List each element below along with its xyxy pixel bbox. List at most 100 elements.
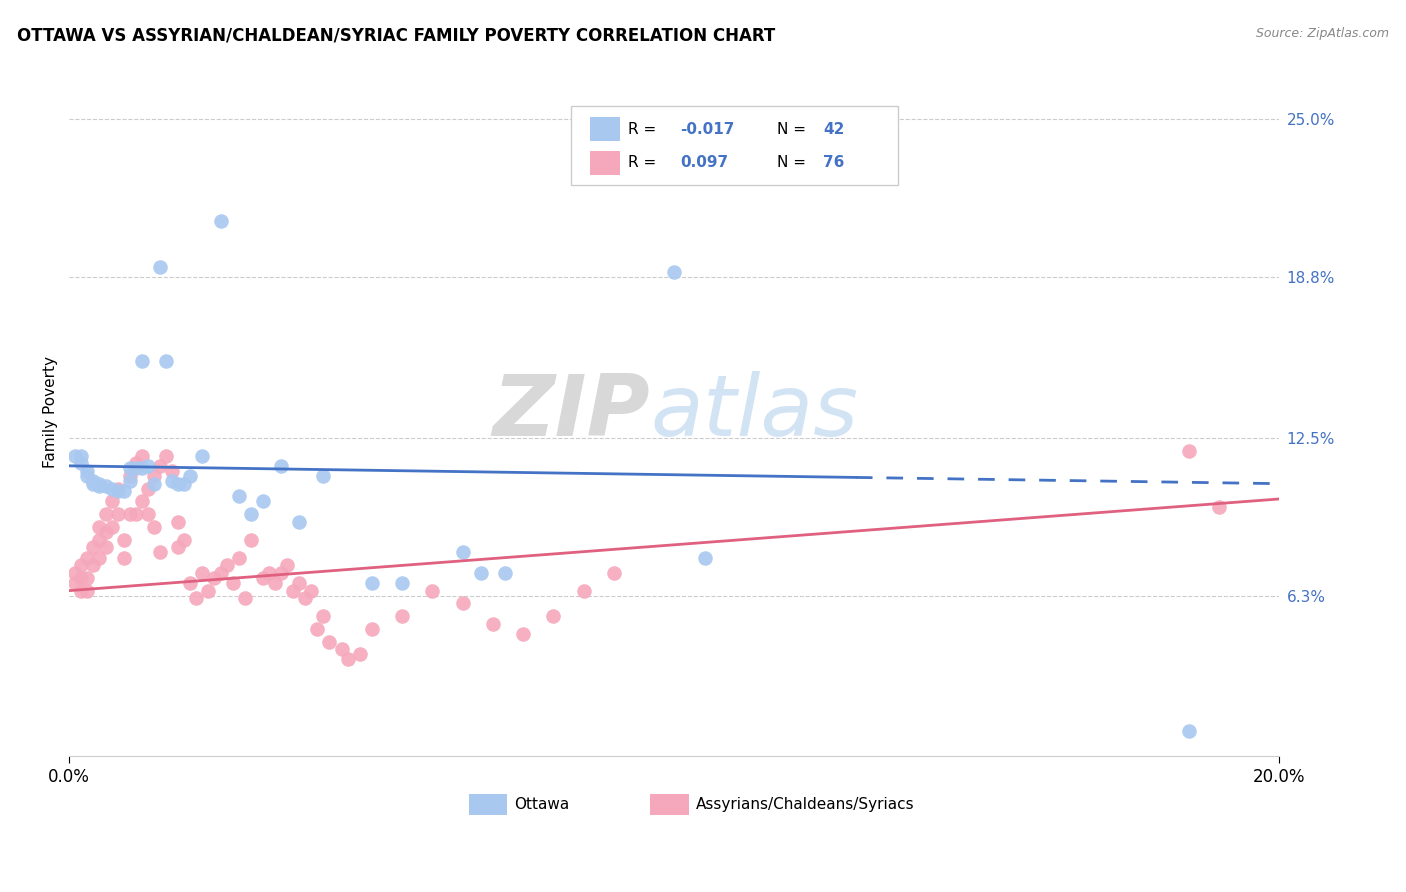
Point: [107, 484, 129, 499]
Point: [65, 449, 87, 463]
Point: [167, 541, 190, 555]
FancyBboxPatch shape: [571, 106, 898, 186]
Point: [160, 464, 183, 478]
Point: [131, 494, 153, 508]
Point: [1177, 723, 1199, 738]
Point: [451, 596, 474, 610]
Point: [70, 456, 93, 470]
Point: [191, 566, 214, 580]
Point: [572, 583, 595, 598]
Point: [82, 474, 104, 488]
Text: Source: ZipAtlas.com: Source: ZipAtlas.com: [1256, 27, 1389, 40]
Point: [149, 545, 172, 559]
Point: [1208, 500, 1230, 514]
Point: [70, 449, 93, 463]
Point: [149, 260, 172, 275]
Text: N =: N =: [778, 121, 811, 136]
Point: [543, 609, 565, 624]
Point: [221, 576, 243, 591]
Point: [76, 571, 98, 585]
Point: [179, 469, 201, 483]
Point: [125, 507, 148, 521]
Point: [264, 576, 287, 591]
Point: [312, 609, 335, 624]
Point: [89, 476, 111, 491]
Point: [76, 583, 98, 598]
Point: [136, 507, 159, 521]
Point: [288, 515, 311, 529]
Point: [142, 520, 165, 534]
Point: [693, 550, 716, 565]
Point: [204, 571, 226, 585]
Text: R =: R =: [628, 121, 661, 136]
Point: [131, 354, 153, 368]
Point: [173, 476, 195, 491]
Point: [112, 484, 135, 499]
Point: [228, 550, 250, 565]
Point: [125, 461, 148, 475]
Point: [118, 507, 141, 521]
Point: [191, 449, 214, 463]
Text: R =: R =: [628, 155, 661, 170]
Point: [89, 479, 111, 493]
Point: [118, 474, 141, 488]
Point: [82, 476, 104, 491]
Point: [228, 489, 250, 503]
Point: [107, 507, 129, 521]
Point: [233, 591, 256, 606]
Point: [664, 265, 686, 279]
Point: [215, 558, 238, 573]
Point: [76, 469, 98, 483]
Point: [391, 576, 413, 591]
Point: [312, 469, 335, 483]
Point: [494, 566, 516, 580]
Point: [118, 469, 141, 483]
Text: N =: N =: [778, 155, 811, 170]
Point: [70, 558, 93, 573]
Point: [197, 583, 219, 598]
Point: [118, 461, 141, 475]
Point: [209, 214, 232, 228]
Point: [360, 622, 382, 636]
Point: [167, 515, 190, 529]
Point: [94, 524, 117, 539]
Point: [281, 583, 304, 598]
Point: [76, 550, 98, 565]
Text: 0.097: 0.097: [681, 155, 728, 170]
Point: [239, 533, 262, 547]
Point: [155, 354, 177, 368]
Point: [239, 507, 262, 521]
Point: [209, 566, 232, 580]
Text: Assyrians/Chaldeans/Syriacs: Assyrians/Chaldeans/Syriacs: [696, 797, 915, 812]
Point: [136, 482, 159, 496]
Point: [89, 533, 111, 547]
Point: [149, 458, 172, 473]
Y-axis label: Family Poverty: Family Poverty: [44, 356, 58, 468]
Point: [136, 458, 159, 473]
Point: [94, 479, 117, 493]
Point: [107, 482, 129, 496]
Point: [160, 474, 183, 488]
Point: [94, 541, 117, 555]
Point: [420, 583, 443, 598]
Point: [167, 476, 190, 491]
Point: [131, 449, 153, 463]
Point: [131, 461, 153, 475]
Point: [391, 609, 413, 624]
Text: OTTAWA VS ASSYRIAN/CHALDEAN/SYRIAC FAMILY POVERTY CORRELATION CHART: OTTAWA VS ASSYRIAN/CHALDEAN/SYRIAC FAMIL…: [17, 27, 775, 45]
Point: [142, 476, 165, 491]
Point: [100, 520, 122, 534]
Point: [173, 533, 195, 547]
Text: -0.017: -0.017: [681, 121, 735, 136]
Point: [82, 558, 104, 573]
Point: [112, 550, 135, 565]
Point: [142, 469, 165, 483]
Point: [65, 566, 87, 580]
Point: [82, 541, 104, 555]
Point: [1177, 443, 1199, 458]
Point: [270, 566, 292, 580]
Point: [336, 652, 359, 666]
Point: [330, 642, 353, 657]
Text: ZIP: ZIP: [492, 371, 650, 454]
Point: [276, 558, 298, 573]
